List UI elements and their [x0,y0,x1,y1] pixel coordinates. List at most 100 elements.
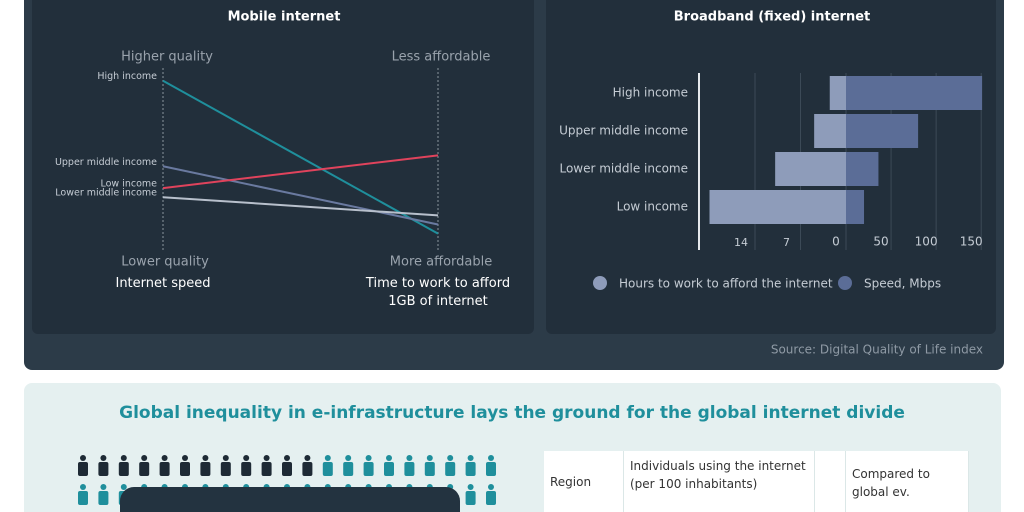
person-body [118,462,129,476]
bar [846,76,983,110]
person-head [345,455,352,461]
slope-line [162,79,439,235]
series-label: Upper middle income [55,157,157,168]
legend-label: Hours to work to afford the internet [619,277,833,291]
person-head [406,455,413,461]
category-label: Low income [617,200,688,214]
person-body [384,462,394,476]
person-body [465,462,476,476]
bar [846,152,879,186]
person-head [222,455,229,461]
person-body [98,491,109,505]
x-category: Time to work to afford 1GB of internet [365,276,511,309]
axis-end-label: Higher quality [121,50,213,65]
person-head [141,455,148,461]
person-head [488,484,494,490]
person-head [100,484,107,490]
slope-line [162,154,439,190]
left-card [32,0,534,334]
person-head [467,455,474,461]
person-body [261,462,272,476]
person-body [322,462,333,476]
person-body [465,491,476,505]
person-head [80,484,86,490]
person-head [161,455,168,461]
person-body [343,462,354,476]
person-body [282,462,292,476]
person-head [100,455,107,461]
person-body [486,462,496,476]
x-category: Internet speed [115,276,211,291]
axis-end-label: More affordable [390,255,492,270]
person-body [180,462,190,476]
legend-marker [838,276,852,290]
person-body [220,462,231,476]
table-cell: Region [544,451,624,512]
person-body [159,462,170,476]
person-body [445,462,456,476]
person-body [78,462,88,476]
legend-marker [593,276,607,290]
bar [829,76,846,110]
person-head [120,484,127,490]
bar [846,114,919,148]
bar [775,152,846,186]
person-head [243,455,250,461]
person-body [200,462,211,476]
source: Source: Digital Quality of Life index [771,343,983,357]
category-label: Lower middle income [559,162,688,176]
axis-end-label: Less affordable [392,50,491,65]
bar [814,114,846,148]
person-body [363,462,374,476]
legend-label: Speed, Mbps [864,277,941,291]
person-head [426,455,433,461]
x2-tick-label: 50 [873,235,888,249]
person-head [80,455,86,461]
x-tick-label: 7 [783,236,790,249]
table-cell: Individuals using the internet (per 100 … [624,451,815,512]
category-label: Upper middle income [559,124,688,138]
person-body [404,462,415,476]
person-head [284,455,290,461]
person-head [202,455,209,461]
x2-tick-label: 100 [915,235,938,249]
person-head [120,455,127,461]
person-head [182,455,188,461]
bar [846,190,865,224]
person-head [447,455,454,461]
table-header: Region Individuals using the internet (p… [544,451,969,512]
person-body [139,462,150,476]
person-body [98,462,109,476]
slope-line [162,165,439,226]
table-cell: Compared to global ev. [846,451,969,512]
person-body [302,462,313,476]
series-label: High income [97,71,157,82]
chart-title: Broadband (fixed) internet [674,10,871,25]
person-body [241,462,252,476]
x2-tick-label: 150 [960,235,983,249]
person-head [386,455,392,461]
person-head [488,455,494,461]
person-body [486,491,496,505]
x2-tick-label: 0 [832,235,840,249]
axis-end-label: Lower quality [121,255,209,270]
series-label: Low income [100,179,157,190]
person-head [304,455,311,461]
chart-title: Mobile internet [228,10,341,25]
table-cell [815,451,846,512]
slope-line [162,196,439,217]
person-body [78,491,88,505]
person-head [324,455,331,461]
x-tick-label: 14 [734,236,748,249]
series-label: Lower middle income [55,188,157,199]
people-box [120,487,460,512]
person-head [467,484,474,490]
person-head [263,455,270,461]
bar [709,190,846,224]
person-body [424,462,435,476]
person-head [365,455,372,461]
section-title: Global inequality in e-infrastructure la… [119,403,905,423]
category-label: High income [613,86,688,100]
